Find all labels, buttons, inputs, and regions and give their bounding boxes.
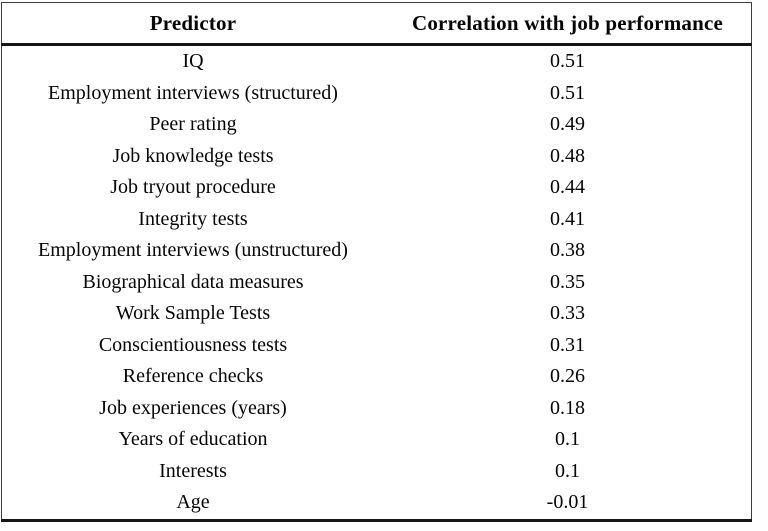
correlation-cell: 0.38: [550, 239, 585, 261]
predictor-cell: Work Sample Tests: [115, 302, 271, 324]
predictor-cell: Conscientiousness tests: [98, 333, 288, 356]
predictor-cell: Job experiences (years): [99, 396, 287, 419]
table-row: Years of education 0.1: [2, 424, 752, 456]
correlation-cell: 0.35: [550, 270, 585, 293]
correlation-cell: 0.41: [550, 207, 585, 230]
correlation-cell: 0.26: [550, 365, 585, 387]
predictor-cell: Job tryout procedure: [110, 176, 276, 198]
table-row: Job experiences (years) 0.18: [2, 393, 752, 425]
table-row: Integrity tests 0.41: [2, 204, 752, 236]
predictor-column-header: Predictor: [149, 10, 237, 35]
predictor-cell: Integrity tests: [138, 207, 248, 230]
predictor-cell: IQ: [182, 50, 204, 72]
table-row: Reference checks 0.26: [2, 361, 752, 393]
table-row: Biographical data measures 0.35: [2, 267, 752, 299]
correlation-cell: 0.44: [550, 176, 585, 198]
table-row: Job knowledge tests 0.48: [2, 141, 752, 173]
correlation-column-header: Correlation with job performance: [411, 10, 724, 35]
correlation-cell: 0.18: [550, 396, 585, 419]
correlation-table: Predictor Correlation with job performan…: [1, 2, 752, 522]
table-row: Age -0.01: [2, 487, 752, 520]
correlation-cell: 0.31: [550, 333, 585, 356]
header-row: Predictor Correlation with job performan…: [1, 3, 752, 45]
predictor-cell: Reference checks: [122, 365, 264, 387]
table-row: Work Sample Tests 0.33: [2, 298, 752, 330]
table-row: Job tryout procedure 0.44: [2, 172, 752, 204]
table-row: Conscientiousness tests 0.31: [2, 330, 752, 362]
predictor-cell: Biographical data measures: [82, 270, 304, 293]
table-row: IQ 0.51: [2, 45, 752, 78]
correlation-cell: -0.01: [546, 491, 589, 513]
correlation-cell: 0.1: [555, 428, 580, 450]
table-row: Interests 0.1: [2, 456, 752, 488]
correlation-cell: 0.51: [550, 81, 585, 104]
table-header: Predictor Correlation with job performan…: [1, 3, 752, 45]
predictor-cell: Job knowledge tests: [112, 144, 274, 167]
table-row: Employment interviews (structured) 0.51: [2, 78, 752, 110]
predictor-cell: Years of education: [118, 428, 268, 450]
predictor-cell: Interests: [159, 459, 227, 482]
table-row: Peer rating 0.49: [2, 109, 752, 141]
table-row: Employment interviews (unstructured) 0.38: [2, 235, 752, 267]
predictor-cell: Employment interviews (unstructured): [38, 239, 348, 261]
predictor-cell: Peer rating: [149, 113, 237, 135]
correlation-cell: 0.48: [550, 144, 585, 167]
table-body: IQ 0.51 Employment interviews (structured)…: [2, 45, 752, 521]
predictor-cell: Employment interviews (structured): [48, 81, 338, 104]
correlation-cell: 0.33: [550, 302, 585, 324]
predictor-cell: Age: [176, 491, 210, 513]
correlation-cell: 0.1: [555, 459, 580, 482]
correlation-cell: 0.51: [550, 50, 585, 72]
correlation-cell: 0.49: [550, 113, 585, 135]
